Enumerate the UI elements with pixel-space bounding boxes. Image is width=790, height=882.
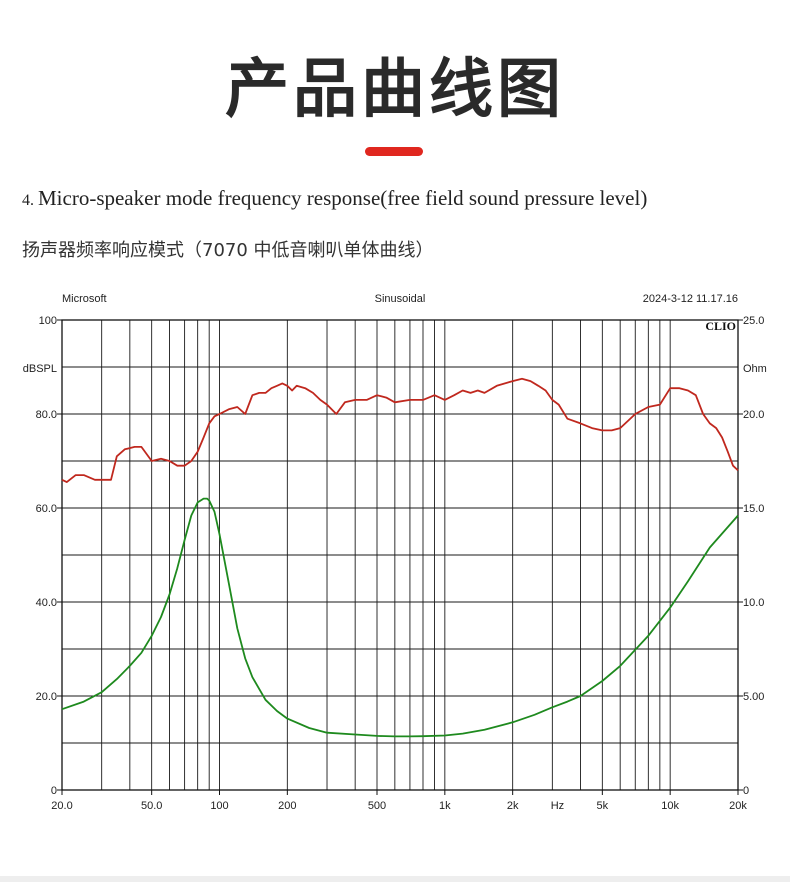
- chart-header-left: Microsoft: [62, 293, 107, 305]
- y-left-tick-label: 0: [51, 785, 57, 797]
- x-tick-label: 10k: [661, 800, 679, 812]
- y-right-tick-label: 25.0: [743, 315, 764, 327]
- caption-number: 4.: [22, 192, 34, 209]
- x-tick-label: 200: [278, 800, 296, 812]
- y-right-tick-label: 10.0: [743, 597, 764, 609]
- y-right-tick-label: 15.0: [743, 503, 764, 515]
- impedance-curve: [61, 497, 739, 738]
- grid: [61, 319, 739, 791]
- y-right-tick-label: 20.0: [743, 409, 764, 421]
- y-left-tick-label: 80.0: [36, 409, 57, 421]
- caption-en: 4. Micro-speaker mode frequency response(…: [22, 186, 647, 211]
- caption-en-text: Micro-speaker mode frequency response(fr…: [38, 186, 648, 210]
- x-tick-label: 100: [210, 800, 228, 812]
- x-tick-label: 500: [368, 800, 386, 812]
- spl-curve: [61, 377, 739, 484]
- y-left-tick-label: 40.0: [36, 597, 57, 609]
- y-right-tick-label: 0: [743, 785, 749, 797]
- chart-header-center: Sinusoidal: [375, 293, 426, 305]
- y-left-tick-label: 100: [39, 315, 57, 327]
- y-axis-right-label: Ohm: [743, 363, 767, 375]
- x-axis-unit-label: Hz: [551, 800, 564, 812]
- x-tick-label: 20.0: [51, 800, 72, 812]
- y-left-tick-label: 20.0: [36, 691, 57, 703]
- x-tick-label: 50.0: [141, 800, 162, 812]
- page-title: 产品曲线图: [225, 53, 565, 127]
- caption-cn: 扬声器频率响应模式（7070 中低音喇叭单体曲线）: [22, 240, 434, 261]
- axes: 0 20.0 40.0 60.0 80.0 100 0 5.00 10.0 15.0 20.0 25.…: [36, 315, 765, 812]
- x-tick-label: 1k: [439, 800, 451, 812]
- frequency-response-chart: 0 20.0 40.0 60.0 80.0 100 0 5.00 10.0 15.0 20.0 25.…: [23, 293, 767, 812]
- x-tick-label: 20k: [729, 800, 747, 812]
- x-tick-label: 2k: [507, 800, 519, 812]
- plot-frame: [61, 319, 739, 791]
- page-bottom-border: [0, 876, 790, 882]
- x-tick-label: 5k: [597, 800, 609, 812]
- chart-header-right: 2024-3-12 11.17.16: [643, 293, 738, 305]
- series-layer: [61, 377, 739, 738]
- title-underline: [365, 147, 423, 156]
- y-left-tick-label: 60.0: [36, 503, 57, 515]
- y-right-tick-label: 5.00: [743, 691, 764, 703]
- clio-logo: CLIO: [705, 319, 736, 333]
- y-axis-left-label: dBSPL: [23, 363, 57, 375]
